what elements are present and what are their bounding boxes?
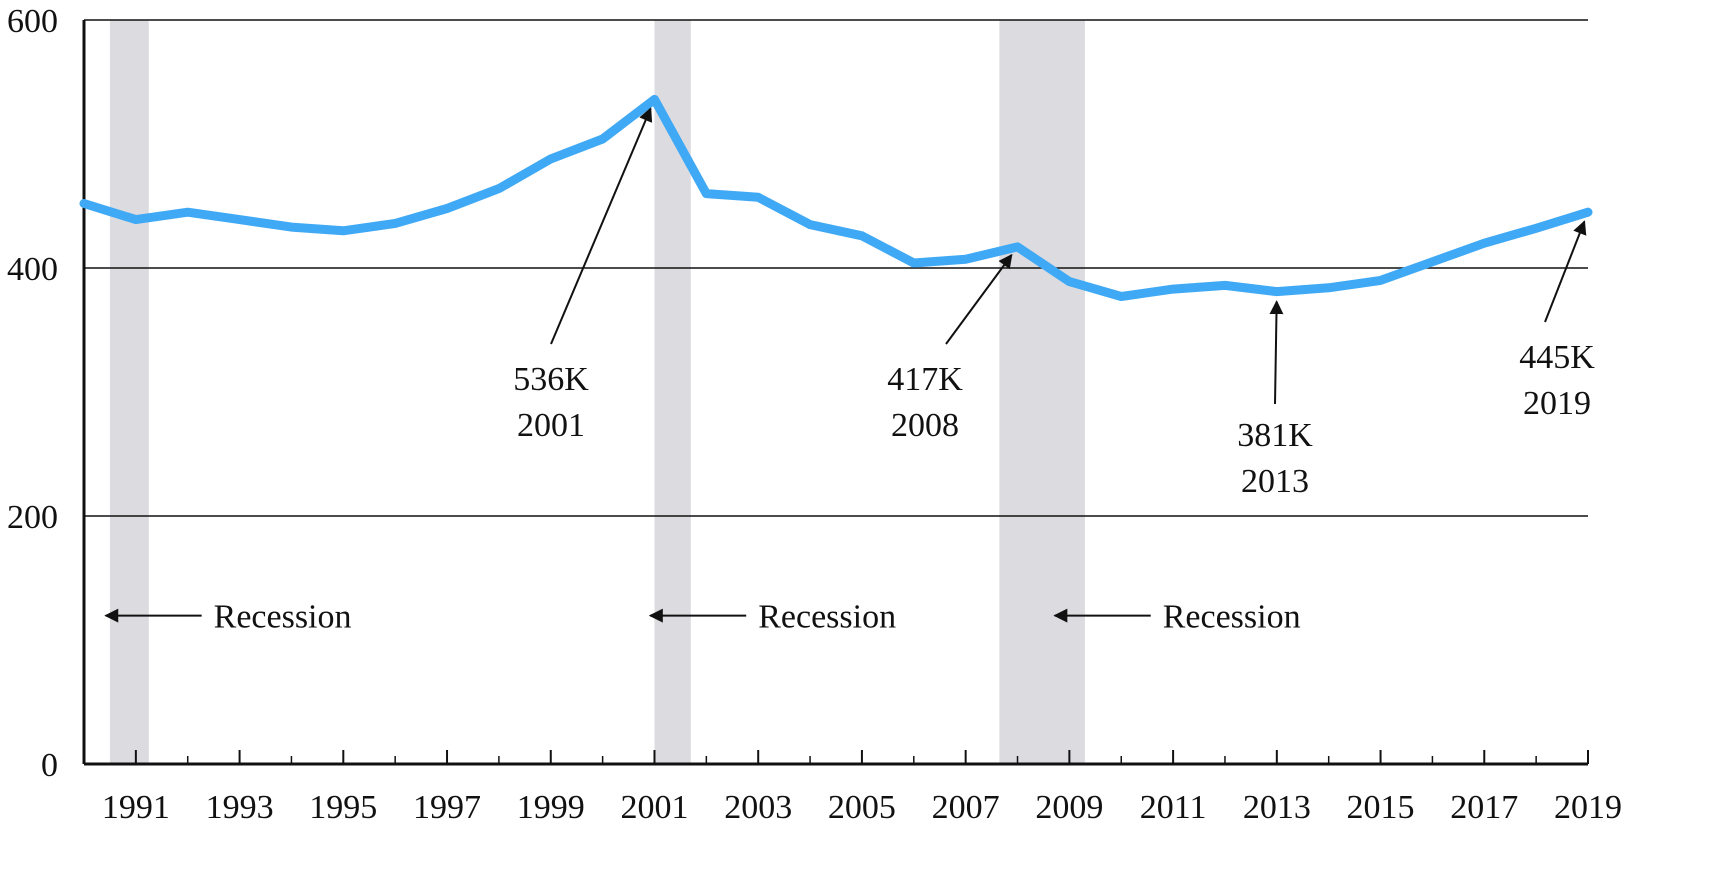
annotation-value: 445K [1519, 339, 1595, 376]
axes [82, 20, 1588, 766]
annotation-value: 417K [887, 361, 963, 398]
annotation-year: 2008 [891, 407, 959, 444]
annotation-4: 445K 2019 [1519, 220, 1595, 422]
x-tick-label: 2001 [620, 789, 688, 826]
x-axis-ticks: 1991 1993 1995 1997 1999 2001 2003 2005 2007 2009… [83, 750, 1622, 826]
annotations: 536K 2001 417K 2008 381K 2013 445K 2019 [513, 107, 1595, 500]
x-tick-label: 2007 [932, 789, 1000, 826]
x-tick-label: 2003 [724, 789, 792, 826]
recession-label-text: Recession [1163, 599, 1301, 636]
annotation-arrow [1269, 300, 1284, 405]
series [79, 94, 1593, 301]
annotation-1: 536K 2001 [513, 107, 653, 444]
y-tick-label: 400 [7, 251, 58, 288]
annotation-value: 536K [513, 361, 589, 398]
recession-band-3 [999, 20, 1085, 764]
x-tick-label: 2019 [1554, 789, 1622, 826]
recession-label-3: Recession [1053, 599, 1301, 636]
annotation-arrow [550, 107, 653, 345]
x-tick-label: 2009 [1035, 789, 1103, 826]
x-tick-label: 1993 [206, 789, 274, 826]
annotation-value: 381K [1237, 417, 1313, 454]
x-tick-label: 1997 [413, 789, 481, 826]
annotation-arrow [945, 253, 1013, 345]
recession-label-1: Recession [104, 599, 352, 636]
x-tick-label: 1999 [517, 789, 585, 826]
y-tick-label: 0 [41, 747, 58, 784]
x-tick-label: 2013 [1243, 789, 1311, 826]
recession-band-2 [654, 20, 691, 764]
series-line-1 [79, 94, 1593, 301]
annotation-year: 2013 [1241, 463, 1309, 500]
y-tick-label: 200 [7, 499, 58, 536]
annotation-2: 417K 2008 [887, 253, 1013, 444]
annotation-3: 381K 2013 [1237, 300, 1313, 500]
recession-label-text: Recession [214, 599, 352, 636]
annotation-year: 2019 [1523, 385, 1591, 422]
recession-label-2: Recession [648, 599, 896, 636]
x-tick-label: 1991 [102, 789, 170, 826]
recession-label-text: Recession [758, 599, 896, 636]
recession-band-1 [109, 20, 149, 764]
y-tick-label: 600 [7, 3, 58, 40]
y-axis-ticks: 0 200 400 600 [7, 3, 58, 784]
annotation-arrow [1544, 220, 1587, 323]
gridlines [84, 19, 1588, 517]
x-tick-label: 1995 [309, 789, 377, 826]
recession-labels: Recession Recession Recession [104, 599, 1301, 636]
x-tick-label: 2015 [1347, 789, 1415, 826]
x-tick-label: 2017 [1450, 789, 1518, 826]
x-tick-label: 2005 [828, 789, 896, 826]
x-tick-label: 2011 [1140, 789, 1207, 826]
annotation-year: 2001 [517, 407, 585, 444]
recession-bands [109, 20, 1085, 764]
